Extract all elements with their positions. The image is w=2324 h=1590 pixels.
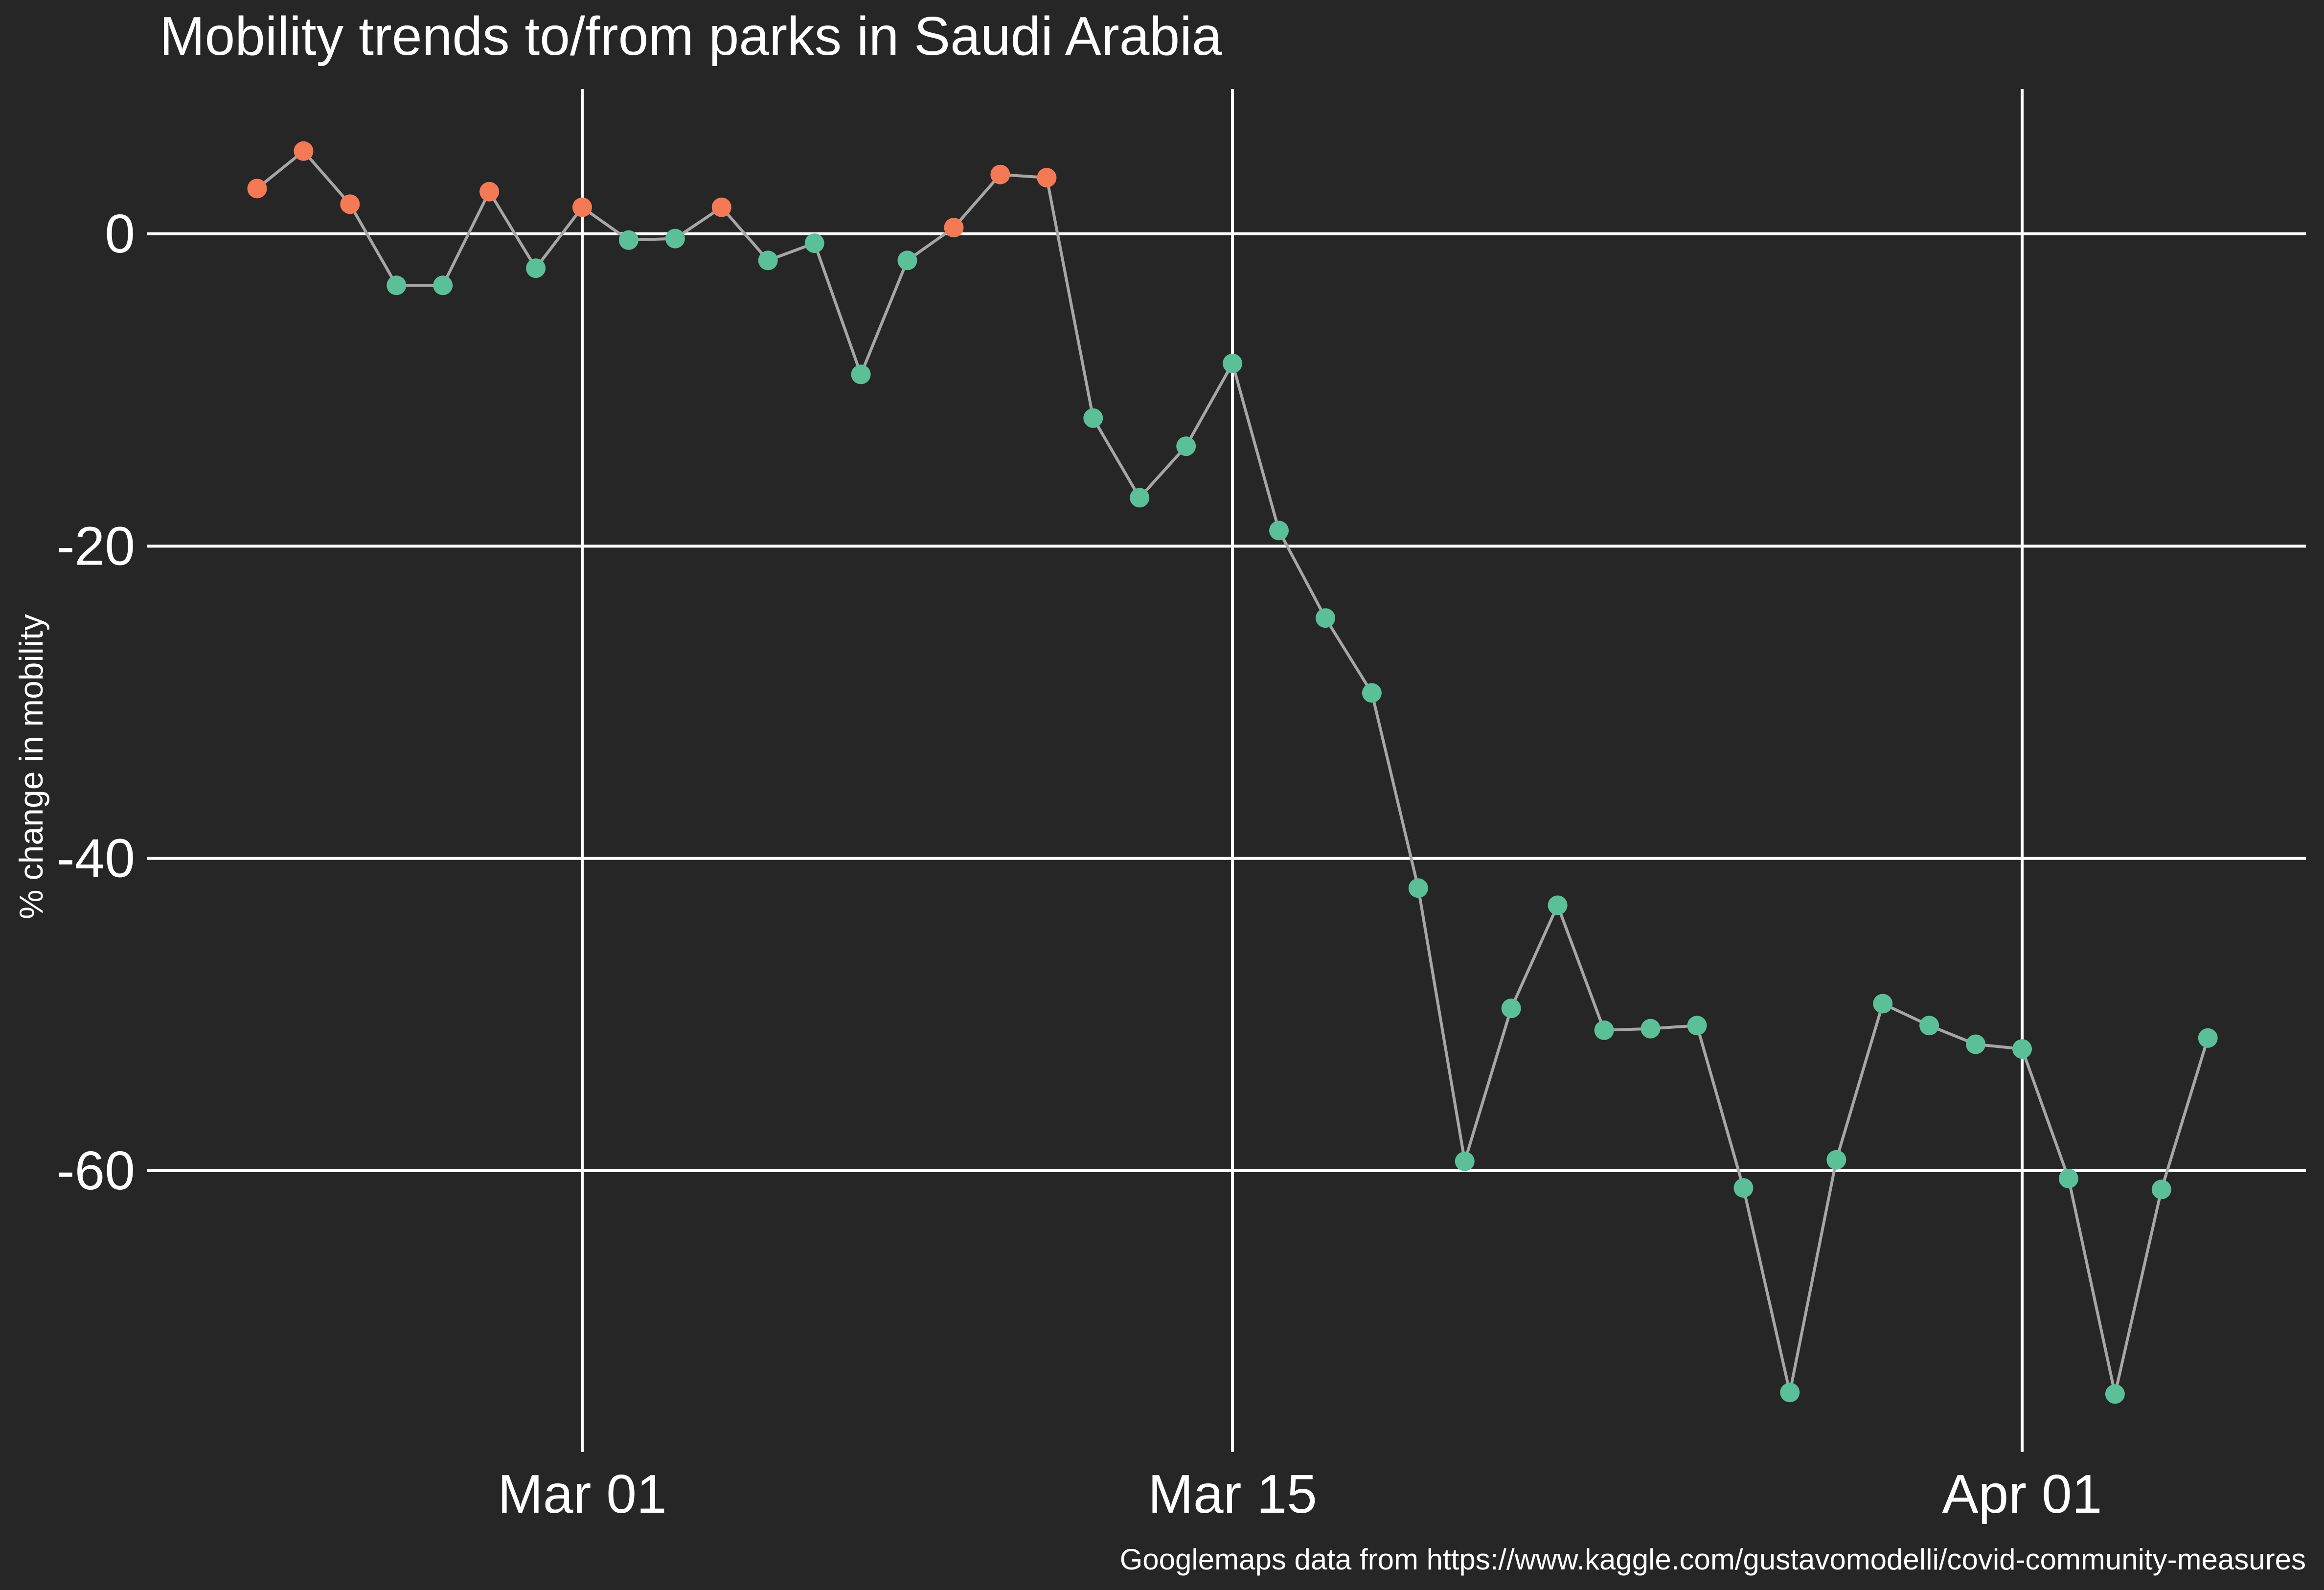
data-point	[433, 275, 453, 295]
data-point	[2198, 1028, 2218, 1048]
data-point	[1594, 1020, 1614, 1040]
data-point	[387, 275, 407, 295]
data-source-caption: Googlemaps data from https://www.kaggle.…	[1120, 1543, 2306, 1576]
y-axis-tick-labels: 0 -20 -40 -60	[57, 204, 135, 1201]
data-point	[944, 218, 964, 238]
data-point	[1223, 353, 1243, 373]
x-tick-label: Mar 15	[1148, 1464, 1317, 1524]
y-tick-label: -20	[57, 516, 135, 576]
data-point	[2105, 1384, 2125, 1404]
data-point	[1083, 408, 1103, 428]
data-points	[247, 141, 2218, 1404]
data-point	[2012, 1039, 2032, 1059]
data-point	[897, 250, 917, 271]
chart-title: Mobility trends to/from parks in Saudi A…	[159, 6, 1222, 67]
data-point	[711, 197, 731, 217]
data-point	[1780, 1383, 1800, 1403]
data-point	[2058, 1169, 2078, 1188]
data-point	[618, 230, 638, 250]
data-point	[294, 141, 314, 161]
data-point	[1501, 999, 1521, 1019]
y-axis-label: % change in mobility	[13, 614, 50, 919]
x-axis-tick-labels: Mar 01 Mar 15 Apr 01	[498, 1464, 2102, 1524]
data-point	[2151, 1180, 2171, 1200]
data-point	[340, 194, 360, 214]
data-point	[1733, 1178, 1754, 1198]
data-point	[851, 364, 871, 385]
data-point	[1269, 521, 1289, 541]
data-point	[758, 250, 778, 271]
x-tick-label: Apr 01	[1942, 1464, 2102, 1524]
data-point	[665, 228, 685, 249]
data-point	[1640, 1019, 1661, 1039]
data-point	[1408, 878, 1428, 898]
grid-lines	[147, 89, 2306, 1452]
data-point	[1037, 168, 1057, 188]
data-point	[1826, 1150, 1846, 1170]
data-point	[1548, 895, 1568, 915]
data-point	[1966, 1034, 1986, 1054]
data-point	[1362, 683, 1382, 703]
data-point	[1873, 994, 1893, 1014]
data-point	[479, 182, 500, 202]
y-tick-label: 0	[105, 204, 135, 264]
y-tick-label: -40	[57, 828, 135, 889]
data-point	[1455, 1151, 1475, 1171]
data-point	[1687, 1016, 1707, 1036]
data-point	[1316, 608, 1335, 628]
data-point	[1919, 1016, 1939, 1036]
data-point	[1176, 436, 1196, 456]
data-point	[804, 233, 824, 253]
data-point	[572, 197, 592, 217]
y-tick-label: -60	[57, 1140, 135, 1201]
data-point	[247, 179, 267, 199]
data-point	[1130, 488, 1150, 508]
data-point	[990, 164, 1010, 184]
x-tick-label: Mar 01	[498, 1464, 666, 1524]
data-point	[526, 258, 546, 278]
